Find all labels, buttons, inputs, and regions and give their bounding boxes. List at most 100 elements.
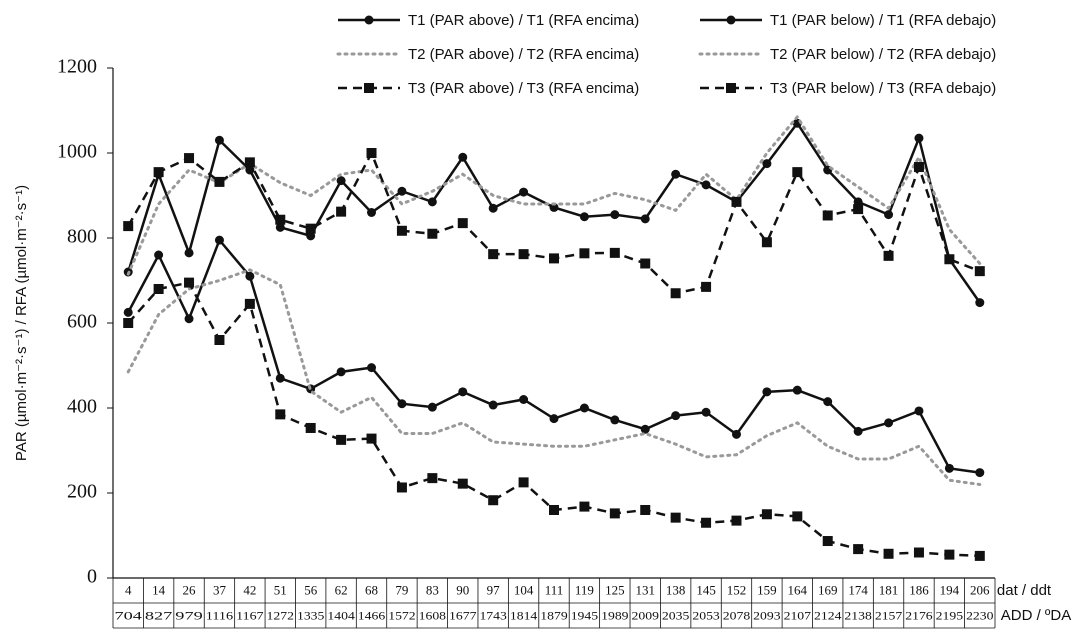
x2-tick-label: 2195 — [936, 608, 963, 622]
legend-label: T1 (PAR below) / T1 (RFA debajo) — [770, 12, 996, 29]
x-tick-label: 138 — [666, 582, 686, 597]
x-tick-label: 206 — [970, 582, 990, 597]
data-point — [488, 203, 498, 213]
series-line — [126, 114, 982, 276]
data-point — [549, 414, 559, 424]
x2-tick-label: 1945 — [571, 608, 598, 622]
data-point — [153, 167, 164, 178]
data-point — [792, 511, 803, 522]
data-point — [853, 544, 864, 555]
data-point — [670, 288, 681, 299]
x2-tick-label: 2078 — [723, 608, 750, 622]
legend-marker — [364, 15, 374, 25]
x-tick-label: 83 — [426, 582, 439, 597]
x-tick-label: 97 — [487, 582, 501, 597]
data-point — [640, 214, 650, 224]
x-tick-label: 164 — [788, 582, 808, 597]
legend-marker — [726, 15, 736, 25]
x-tick-label: 174 — [848, 582, 868, 597]
data-point — [366, 148, 377, 158]
data-point — [184, 153, 195, 164]
x-tick-label: 119 — [575, 582, 594, 597]
legend-label: T1 (PAR above) / T1 (RFA encima) — [408, 12, 639, 29]
x2-tick-label: 979 — [175, 608, 202, 622]
data-point — [488, 495, 499, 506]
data-point — [244, 157, 255, 168]
data-point — [549, 202, 559, 212]
data-point — [275, 222, 285, 232]
x2-tick-label: 2124 — [814, 608, 841, 622]
data-point — [579, 403, 589, 413]
data-point — [822, 210, 833, 221]
y-tick-label: 0 — [87, 566, 97, 588]
data-point — [913, 547, 924, 558]
data-point — [367, 363, 377, 373]
data-point — [518, 249, 529, 260]
x2-tick-label: 1677 — [449, 608, 476, 622]
data-point — [519, 395, 529, 404]
data-point — [458, 152, 468, 162]
data-point — [245, 165, 255, 175]
data-point — [701, 517, 712, 528]
x-tick-label: 125 — [605, 582, 625, 597]
data-point — [944, 463, 954, 473]
data-point — [427, 197, 437, 207]
x2-tick-label: 2053 — [692, 608, 719, 622]
y-tick-label: 1200 — [57, 56, 97, 78]
data-point — [336, 434, 347, 445]
data-point — [731, 515, 742, 526]
data-point — [184, 314, 194, 324]
data-point — [975, 298, 985, 308]
x-tick-label: 68 — [365, 582, 378, 597]
y-tick-label: 400 — [67, 396, 97, 418]
x2-tick-label: 704 — [115, 608, 142, 622]
data-point — [609, 247, 620, 258]
x-tick-label: 169 — [818, 582, 838, 597]
x2-tick-label: 1989 — [601, 608, 628, 622]
data-point — [762, 387, 772, 397]
data-point — [762, 159, 772, 169]
data-point — [214, 176, 225, 187]
data-point — [731, 196, 742, 207]
x2-tick-label: 1466 — [358, 608, 385, 622]
data-point — [610, 210, 620, 220]
data-point — [640, 258, 651, 269]
x2-tick-label: 1743 — [479, 608, 506, 622]
x2-tick-label: 2230 — [966, 608, 993, 622]
x-tick-label: 104 — [514, 582, 534, 597]
x-tick-label: 145 — [696, 582, 716, 597]
data-point — [123, 307, 133, 317]
data-point — [396, 225, 407, 236]
data-point — [761, 509, 772, 520]
data-point — [396, 482, 407, 493]
x2-tick-label: 2176 — [905, 608, 932, 622]
data-point — [640, 505, 651, 515]
data-point — [123, 318, 134, 328]
data-point — [458, 387, 468, 397]
x2-tick-label: 1167 — [236, 608, 263, 622]
data-point — [640, 424, 650, 434]
data-point — [275, 409, 286, 420]
data-point — [671, 411, 681, 421]
data-point — [822, 536, 833, 547]
data-point — [610, 415, 620, 425]
data-point — [427, 473, 438, 484]
data-point — [275, 373, 285, 383]
x-tick-label: 14 — [152, 582, 166, 597]
data-point — [883, 250, 894, 261]
data-point — [884, 418, 894, 428]
y-tick-label: 600 — [67, 311, 97, 333]
data-point — [609, 508, 620, 519]
x2-tick-label: 1572 — [388, 608, 415, 622]
data-point — [579, 212, 589, 222]
x2-tick-label: 1116 — [206, 608, 233, 622]
data-point — [275, 214, 286, 225]
data-point — [245, 271, 255, 281]
x-tick-label: 37 — [213, 582, 227, 597]
data-point — [670, 512, 681, 523]
data-point — [761, 237, 772, 248]
x2-tick-label: 2138 — [844, 608, 871, 622]
x-tick-label: 51 — [274, 582, 287, 597]
data-point — [731, 429, 741, 439]
x-tick-label: 79 — [395, 582, 408, 597]
